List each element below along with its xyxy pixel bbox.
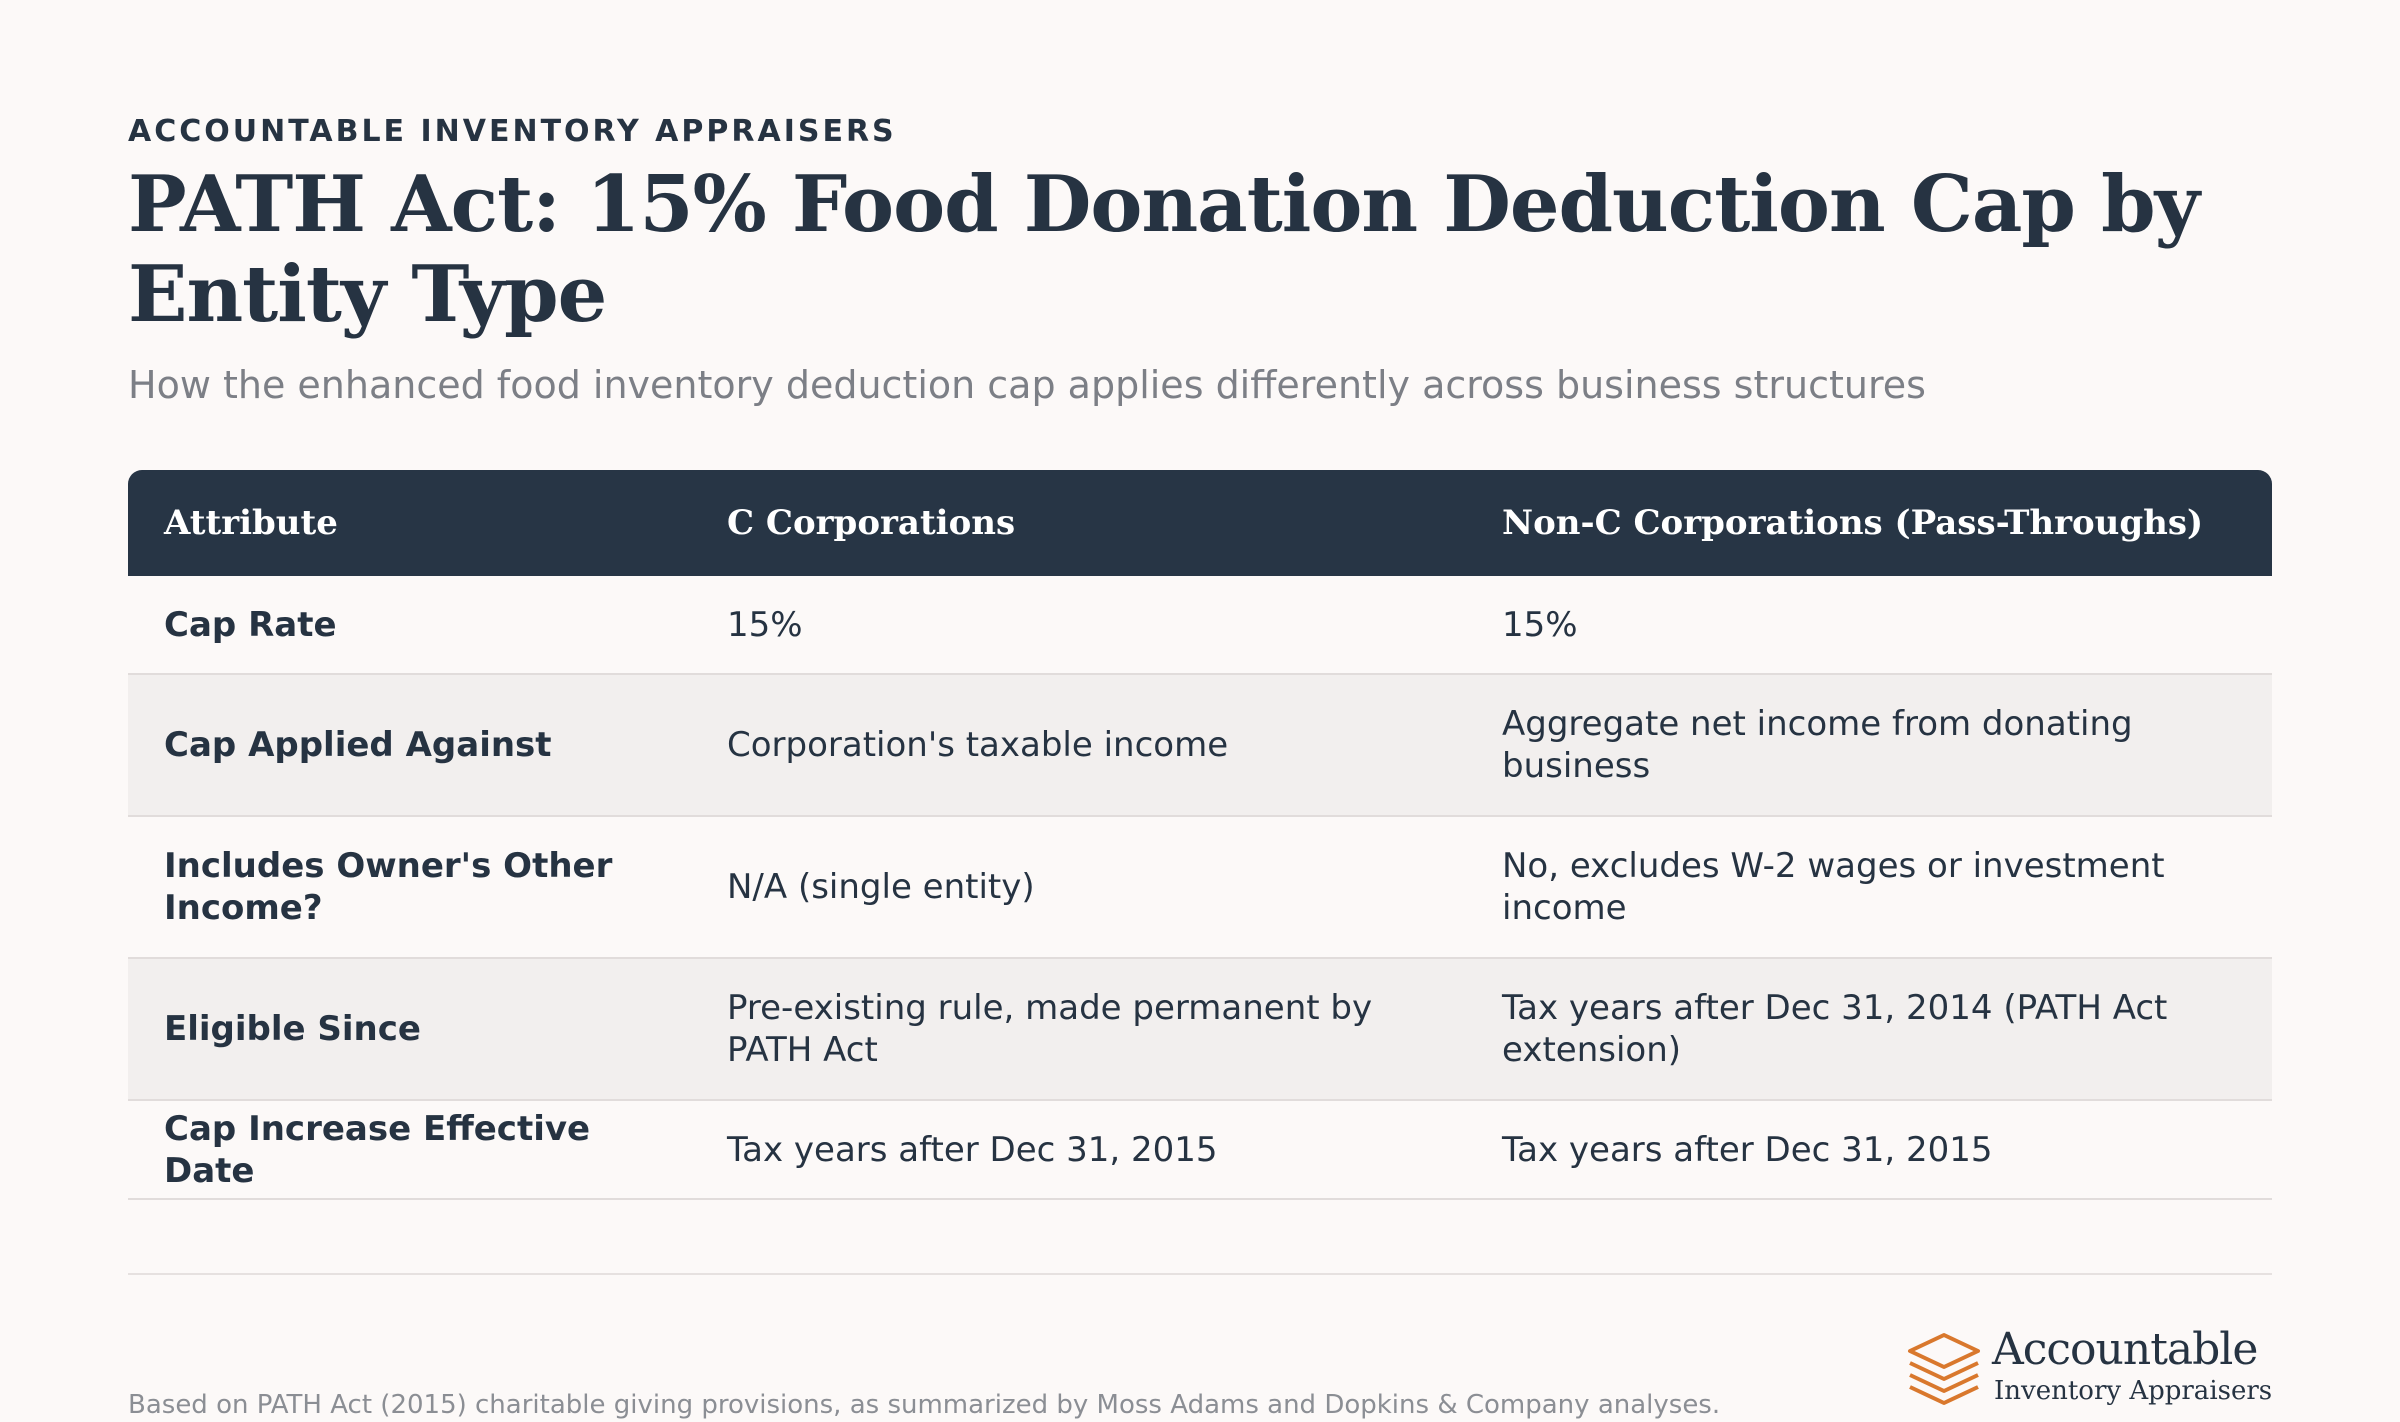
table-row: Eligible Since Pre-existing rule, made p… (128, 958, 2272, 1101)
source-footnote: Based on PATH Act (2015) charitable givi… (128, 1390, 1721, 1420)
page-title: PATH Act: 15% Food Donation Deduction Ca… (128, 159, 2200, 340)
row-attribute: Eligible Since (128, 958, 691, 1101)
row-pass-through-value: Aggregate net income from donating busin… (1466, 674, 2272, 817)
stacked-layers-icon (1908, 1333, 1980, 1405)
row-pass-through-value: Tax years after Dec 31, 2014 (PATH Act e… (1466, 958, 2272, 1101)
table-header: Attribute C Corporations Non-C Corporati… (128, 470, 2272, 576)
row-pass-through-value: Tax years after Dec 31, 2015 (1466, 1100, 2272, 1200)
row-c-corp-value: N/A (single entity) (691, 816, 1466, 959)
column-header-pass-throughs: Non-C Corporations (Pass-Throughs) (1466, 470, 2272, 576)
row-c-corp-value: Corporation's taxable income (691, 674, 1466, 817)
row-attribute: Cap Increase Effective Date (128, 1100, 691, 1200)
table-row: Cap Applied Against Corporation's taxabl… (128, 674, 2272, 817)
row-c-corp-value: 15% (691, 576, 1466, 675)
table-body: Cap Rate 15% 15% Cap Applied Against Cor… (128, 576, 2272, 1200)
row-attribute: Includes Owner's Other Income? (128, 816, 691, 959)
row-attribute: Cap Applied Against (128, 674, 691, 817)
comparison-table-container: Attribute C Corporations Non-C Corporati… (128, 470, 2272, 1200)
row-pass-through-value: 15% (1466, 576, 2272, 675)
brand-logo: Accountable Inventory Appraisers (1904, 1324, 2272, 1415)
page: ACCOUNTABLE INVENTORY APPRAISERS PATH Ac… (128, 0, 2272, 1420)
logo-name: Accountable (1992, 1324, 2258, 1375)
page-subtitle: How the enhanced food inventory deductio… (128, 363, 1926, 407)
eyebrow-label: ACCOUNTABLE INVENTORY APPRAISERS (128, 114, 897, 149)
table-header-row: Attribute C Corporations Non-C Corporati… (128, 470, 2272, 576)
comparison-table: Attribute C Corporations Non-C Corporati… (128, 470, 2272, 1200)
column-header-attribute: Attribute (128, 470, 691, 576)
row-c-corp-value: Pre-existing rule, made permanent by PAT… (691, 958, 1466, 1101)
footer-divider (128, 1273, 2272, 1275)
table-row: Cap Rate 15% 15% (128, 576, 2272, 675)
table-row: Includes Owner's Other Income? N/A (sing… (128, 816, 2272, 959)
logo-tagline: Inventory Appraisers (1994, 1376, 2273, 1406)
column-header-c-corporations: C Corporations (691, 470, 1466, 576)
row-c-corp-value: Tax years after Dec 31, 2015 (691, 1100, 1466, 1200)
table-row: Cap Increase Effective Date Tax years af… (128, 1100, 2272, 1200)
row-pass-through-value: No, excludes W-2 wages or investment inc… (1466, 816, 2272, 959)
row-attribute: Cap Rate (128, 576, 691, 675)
